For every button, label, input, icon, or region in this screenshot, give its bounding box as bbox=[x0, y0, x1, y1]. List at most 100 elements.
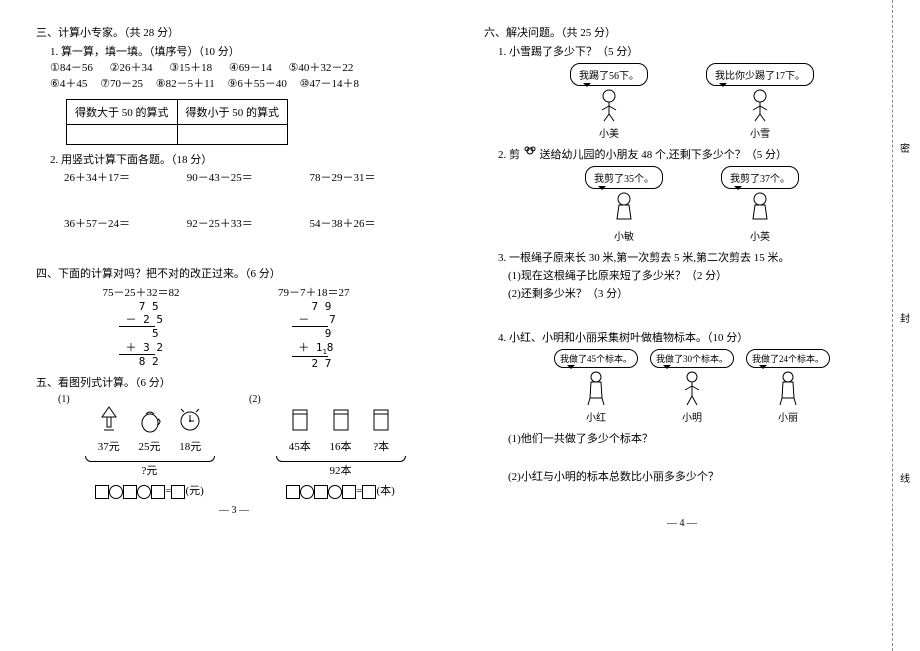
girl-xiaomei: 我踢了56下。 小美 bbox=[566, 63, 652, 140]
speech-bubble: 我比你少踢了17下。 bbox=[706, 63, 814, 86]
box bbox=[95, 485, 109, 499]
item: ⑦70－25 bbox=[100, 78, 143, 90]
eq-boxes-1: =(元) bbox=[58, 482, 241, 498]
box bbox=[362, 485, 376, 499]
section-5-title: 五、看图列式计算。（6 分） bbox=[36, 374, 432, 390]
cut-char: 密 bbox=[900, 140, 910, 155]
q6-1-figure: 我踢了56下。 小美 我比你少踢了17下。 小雪 bbox=[504, 63, 880, 140]
clock-icon: 18元 bbox=[175, 405, 205, 454]
box bbox=[286, 485, 300, 499]
vertical-problems: 26＋34＋17＝ 90－43－25＝ 78－29－31＝ 36＋57－24＝ … bbox=[64, 169, 432, 261]
q6-3-stem: 3. 一根绳子原来长 30 米,第一次剪去 5 米,第二次剪去 15 米。 bbox=[498, 249, 880, 265]
q6-3-s1: (1)现在这根绳子比原来短了多少米？（2 分） bbox=[508, 267, 880, 283]
page-number-4: — 4 — bbox=[484, 518, 880, 529]
op-circle bbox=[300, 485, 314, 499]
op-circle bbox=[137, 485, 151, 499]
item: ⑨6＋55－40 bbox=[227, 78, 286, 90]
book-icon: 16本 bbox=[326, 405, 356, 454]
lamp-icon: 37元 bbox=[94, 405, 124, 454]
g2-pics: 45本 16本 ?本 bbox=[249, 405, 432, 454]
binding-margin: 密 封 线 bbox=[892, 0, 920, 651]
item: ⑧82－5＋11 bbox=[156, 78, 215, 90]
q6-4-stem: 4. 小红、小明和小丽采集树叶做植物标本。（10 分） bbox=[498, 329, 880, 345]
speech-bubble: 我踢了56下。 bbox=[570, 63, 648, 86]
vert-b: 79－7＋18＝27 7 9 － 7 9 ＋ 118 2 7 bbox=[229, 284, 399, 370]
box bbox=[151, 485, 165, 499]
eq-a: 75－25＋32＝82 bbox=[56, 284, 226, 300]
box bbox=[171, 485, 185, 499]
girl-xiaoxue: 我比你少踢了17下。 小雪 bbox=[702, 63, 818, 140]
classify-table: 得数大于 50 的算式 得数小于 50 的算式 bbox=[66, 99, 288, 145]
section-4-title: 四、下面的计算对吗？把不对的改正过来。（6 分） bbox=[36, 265, 432, 281]
g2-total: 92本 bbox=[249, 462, 432, 478]
section-3-title: 三、计算小专家。（共 28 分） bbox=[36, 24, 432, 40]
q3-1-stem: 1. 算一算，填一填。（填序号）（10 分） bbox=[50, 43, 432, 59]
group-1: (1) 37元 25元 18元 ?元 =(元) bbox=[58, 394, 241, 498]
q3-1-row2: ⑥4＋45 ⑦70－25 ⑧82－5＋11 ⑨6＋55－40 ⑩47－14＋8 bbox=[50, 75, 432, 91]
box bbox=[123, 485, 137, 499]
q6-2-stem: 2. 剪 送给幼儿园的小朋友 48 个,还剩下多少个？（5 分） bbox=[498, 146, 880, 162]
child-xiaomin: 我剪了35个。 小敏 bbox=[581, 166, 667, 243]
th-lt50: 得数小于 50 的算式 bbox=[177, 100, 288, 125]
group-2: (2) 45本 16本 ?本 92本 =(本) bbox=[249, 394, 432, 498]
child-xiaoli: 我做了24个标本。 小丽 bbox=[742, 349, 834, 424]
sec4-body: 75－25＋32＝82 7 5 － 2 5 5 ＋ 3 2 8 2 79－7＋1… bbox=[56, 284, 432, 370]
section-6-title: 六、解决问题。（共 25 分） bbox=[484, 24, 880, 40]
vert-b-lines: 7 9 － 7 9 ＋ 118 2 7 bbox=[292, 300, 336, 370]
q3-1-row1: ①84－56 ②26＋34 ③15＋18 ④69－14 ⑤40＋32－22 bbox=[50, 59, 432, 75]
speech-bubble: 我剪了37个。 bbox=[721, 166, 799, 189]
op-circle bbox=[109, 485, 123, 499]
item: ①84－56 bbox=[50, 62, 93, 74]
cell-blank bbox=[67, 125, 178, 145]
expr: 26＋34＋17＝ bbox=[64, 169, 184, 185]
item: ④69－14 bbox=[229, 62, 272, 74]
expr: 92－25＋33＝ bbox=[187, 215, 307, 231]
op-circle bbox=[328, 485, 342, 499]
expr: 54－38＋26＝ bbox=[310, 215, 430, 231]
child-xiaoying: 我剪了37个。 小英 bbox=[717, 166, 803, 243]
flower-icon bbox=[523, 146, 537, 158]
item: ⑩47－14＋8 bbox=[300, 78, 359, 90]
child-xiaohong: 我做了45个标本。 小红 bbox=[550, 349, 642, 424]
vert-a: 75－25＋32＝82 7 5 － 2 5 5 ＋ 3 2 8 2 bbox=[56, 284, 226, 368]
box bbox=[342, 485, 356, 499]
speech-bubble: 我剪了35个。 bbox=[585, 166, 663, 189]
cut-char: 封 bbox=[900, 310, 910, 325]
book-icon: 45本 bbox=[285, 405, 315, 454]
book-icon: ?本 bbox=[366, 405, 396, 454]
item: ②26＋34 bbox=[110, 62, 153, 74]
g1-label: (1) bbox=[58, 394, 241, 405]
speech-bubble: 我做了24个标本。 bbox=[746, 349, 830, 368]
item: ⑤40＋32－22 bbox=[289, 62, 354, 74]
page-number-3: — 3 — bbox=[36, 505, 432, 516]
q6-1-stem: 1. 小雪踢了多少下？（5 分） bbox=[498, 43, 880, 59]
child-xiaoming: 我做了30个标本。 小明 bbox=[646, 349, 738, 424]
th-gt50: 得数大于 50 的算式 bbox=[67, 100, 178, 125]
eq-b: 79－7＋18＝27 bbox=[229, 284, 399, 300]
q6-4-s2: (2)小红与小明的标本总数比小丽多多少个？ bbox=[508, 468, 880, 484]
q6-4-figure: 我做了45个标本。 小红 我做了30个标本。 小明 我做了24个标本。 小丽 bbox=[504, 349, 880, 424]
item: ⑥4＋45 bbox=[50, 78, 87, 90]
sec5-body: (1) 37元 25元 18元 ?元 =(元) (2) 45本 16本 ?本 9… bbox=[58, 394, 432, 498]
g1-total: ?元 bbox=[58, 462, 241, 478]
speech-bubble: 我做了30个标本。 bbox=[650, 349, 734, 368]
speech-bubble: 我做了45个标本。 bbox=[554, 349, 638, 368]
q6-3-s2: (2)还剩多少米？（3 分） bbox=[508, 285, 880, 301]
page-4: 六、解决问题。（共 25 分） 1. 小雪踢了多少下？（5 分） 我踢了56下。… bbox=[460, 0, 920, 651]
expr: 78－29－31＝ bbox=[310, 169, 430, 185]
page-3: 三、计算小专家。（共 28 分） 1. 算一算，填一填。（填序号）（10 分） … bbox=[0, 0, 460, 651]
g1-pics: 37元 25元 18元 bbox=[58, 405, 241, 454]
g2-label: (2) bbox=[249, 394, 432, 405]
expr: 36＋57－24＝ bbox=[64, 215, 184, 231]
eq-boxes-2: =(本) bbox=[249, 482, 432, 498]
kettle-icon: 25元 bbox=[135, 405, 165, 454]
q6-4-s1: (1)他们一共做了多少个标本？ bbox=[508, 430, 880, 446]
cut-char: 线 bbox=[900, 470, 910, 485]
item: ③15＋18 bbox=[169, 62, 212, 74]
q6-2-figure: 我剪了35个。 小敏 我剪了37个。 小英 bbox=[504, 166, 880, 243]
cell-blank bbox=[177, 125, 288, 145]
box bbox=[314, 485, 328, 499]
q3-2-stem: 2. 用竖式计算下面各题。（18 分） bbox=[50, 151, 432, 167]
vert-a-lines: 7 5 － 2 5 5 ＋ 3 2 8 2 bbox=[119, 300, 163, 368]
expr: 90－43－25＝ bbox=[187, 169, 307, 185]
